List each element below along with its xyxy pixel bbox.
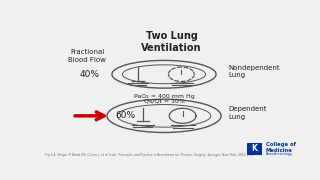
Ellipse shape	[117, 105, 211, 127]
Ellipse shape	[112, 60, 216, 88]
Text: Qs/Qt = 10%: Qs/Qt = 10%	[144, 98, 184, 104]
Text: Medicine: Medicine	[266, 148, 292, 153]
Text: Fractional
Blood Flow: Fractional Blood Flow	[68, 49, 106, 63]
Text: 40%: 40%	[79, 70, 100, 79]
Text: Two Lung
Ventilation: Two Lung Ventilation	[141, 31, 202, 53]
Text: K: K	[252, 144, 258, 153]
Text: Fig 5.4, Slinger P, Blank RS, Cohen J, et al (eds). Principles and Practice of A: Fig 5.4, Slinger P, Blank RS, Cohen J, e…	[45, 153, 254, 158]
Text: PaO₂ = 400 mm Hg: PaO₂ = 400 mm Hg	[134, 94, 194, 99]
Ellipse shape	[107, 99, 221, 132]
Text: Anesthesiology: Anesthesiology	[266, 152, 293, 156]
Text: Nondependent
Lung: Nondependent Lung	[228, 65, 280, 78]
FancyBboxPatch shape	[247, 143, 262, 155]
Text: College of: College of	[266, 142, 296, 147]
Ellipse shape	[122, 65, 206, 84]
Text: 60%: 60%	[116, 111, 136, 120]
Text: Dependent
Lung: Dependent Lung	[228, 106, 267, 120]
